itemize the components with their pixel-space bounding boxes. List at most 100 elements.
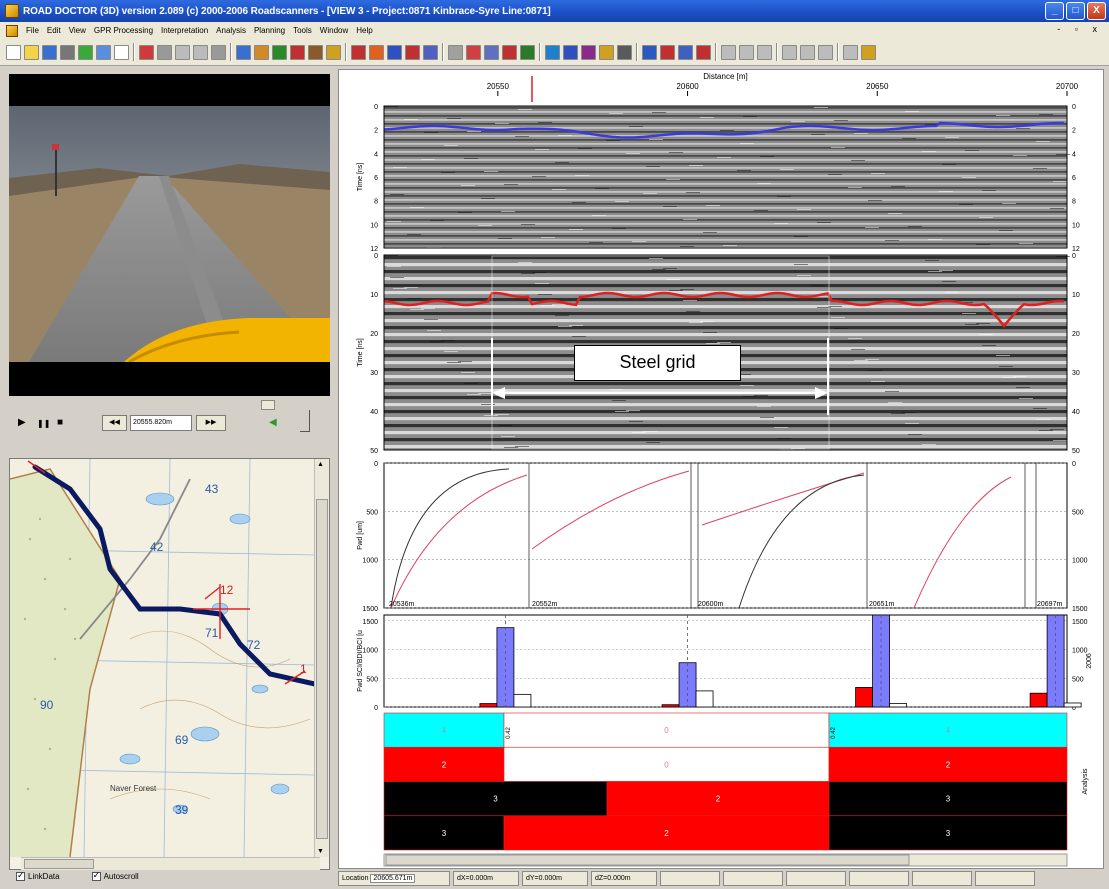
volume-icon[interactable]: ◀	[269, 417, 277, 428]
gpr2-tick-left-3: 30	[370, 370, 378, 377]
menu-edit[interactable]: Edit	[46, 26, 61, 35]
toolbar-button-32[interactable]	[599, 44, 614, 60]
distance-tick-label-3: 20700	[1056, 82, 1079, 91]
menu-window[interactable]: Window	[319, 26, 349, 35]
video-position-field[interactable]: 20555.820m	[130, 415, 192, 431]
menu-tools[interactable]: Tools	[293, 26, 312, 35]
toolbar-button-28[interactable]	[520, 44, 535, 60]
gpr-data-view[interactable]: Distance [m] 20550 20600 20650 20700 0 0 2 2 4 4 6 6…	[339, 70, 1104, 869]
document-icon[interactable]	[6, 24, 18, 37]
toolbar-button-8[interactable]	[139, 44, 154, 60]
toolbar-button-17[interactable]	[308, 44, 323, 60]
toolbar-button-29[interactable]	[545, 44, 560, 60]
linkdata-checkbox[interactable]: LinkData	[16, 870, 60, 882]
menu-file[interactable]: File	[26, 26, 39, 35]
data-scroll-thumb[interactable]	[385, 854, 910, 866]
toolbar-button-38[interactable]	[721, 44, 736, 60]
toolbar-button-2[interactable]	[24, 44, 39, 60]
fwd-label-20651: 20651m	[869, 601, 894, 608]
toolbar-button-42[interactable]	[800, 44, 815, 60]
title-bar[interactable]: ROAD DOCTOR (3D) version 2.089 (c) 2000-…	[0, 0, 1109, 22]
toolbar-button-20[interactable]	[369, 44, 384, 60]
toolbar-button-5[interactable]	[78, 44, 93, 60]
analysis-cell-1-0[interactable]	[383, 746, 505, 782]
toolbar-button-26[interactable]	[484, 44, 499, 60]
toolbar-button-31[interactable]	[581, 44, 596, 60]
distance-tick-label-2: 20650	[866, 82, 889, 91]
menu-interpretation[interactable]: Interpretation	[161, 26, 209, 35]
toolbar-button-6[interactable]	[96, 44, 111, 60]
toolbar-button-22[interactable]	[405, 44, 420, 60]
toolbar-button-33[interactable]	[617, 44, 632, 60]
toolbar-button-13[interactable]	[236, 44, 251, 60]
maximize-button[interactable]: □	[1066, 2, 1085, 20]
menu-help[interactable]: Help	[356, 26, 373, 35]
analysis-cell-1-2[interactable]	[828, 746, 1068, 782]
video-slider-thumb[interactable]	[261, 400, 275, 410]
analysis-cell-1-1[interactable]	[503, 746, 830, 782]
road-video-frame	[9, 106, 330, 362]
toolbar-button-4[interactable]	[60, 44, 75, 60]
toolbar-button-11[interactable]	[193, 44, 208, 60]
bar-tick-right-2: 1000	[1072, 648, 1088, 655]
close-button[interactable]: X	[1087, 2, 1106, 20]
step-forward-button[interactable]: ▶▶	[196, 415, 226, 431]
toolbar-button-9[interactable]	[157, 44, 172, 60]
map-horizontal-scrollbar[interactable]	[21, 857, 320, 870]
toolbar-button-40[interactable]	[757, 44, 772, 60]
toolbar-button-25[interactable]	[466, 44, 481, 60]
toolbar-button-21[interactable]	[387, 44, 402, 60]
toolbar-button-36[interactable]	[678, 44, 693, 60]
analysis-cell-0-0[interactable]	[383, 712, 505, 748]
toolbar-button-1[interactable]	[6, 44, 21, 60]
map-label-72: 72	[247, 638, 261, 652]
toolbar-button-10[interactable]	[175, 44, 190, 60]
menu-gpr-processing[interactable]: GPR Processing	[93, 26, 154, 35]
toolbar-button-37[interactable]	[696, 44, 711, 60]
toolbar-button-34[interactable]	[642, 44, 657, 60]
toolbar-button-15[interactable]	[272, 44, 287, 60]
toolbar-button-3[interactable]	[42, 44, 57, 60]
analysis-cell-3-2[interactable]	[828, 815, 1068, 851]
toolbar-button-30[interactable]	[563, 44, 578, 60]
bar-1-2	[695, 690, 714, 708]
analysis-cell-3-0[interactable]	[383, 815, 505, 851]
toolbar-button-41[interactable]	[782, 44, 797, 60]
play-button[interactable]: ▶	[18, 417, 26, 428]
toolbar-button-35[interactable]	[660, 44, 675, 60]
toolbar-button-12[interactable]	[211, 44, 226, 60]
toolbar-button-23[interactable]	[423, 44, 438, 60]
pause-button[interactable]: ❚❚	[37, 419, 51, 428]
toolbar-button-44[interactable]	[843, 44, 858, 60]
gpr1-tick-right-1: 2	[1072, 128, 1076, 135]
analysis-cell-0-1[interactable]	[503, 712, 830, 748]
toolbar-button-18[interactable]	[326, 44, 341, 60]
menu-planning[interactable]: Planning	[253, 26, 286, 35]
toolbar-button-19[interactable]	[351, 44, 366, 60]
menu-view[interactable]: View	[68, 26, 86, 35]
analysis-cell-0-2[interactable]	[828, 712, 1068, 748]
step-back-button[interactable]: ◀◀	[102, 415, 127, 431]
stop-button[interactable]: ■	[57, 417, 64, 428]
menu-analysis[interactable]: Analysis	[216, 26, 246, 35]
map-view[interactable]: 12 1 43 42 71 72 69 39 90 Naver Forest	[10, 459, 318, 858]
toolbar-button-14[interactable]	[254, 44, 269, 60]
autoscroll-checkbox[interactable]: Autoscroll	[91, 870, 139, 882]
toolbar-button-24[interactable]	[448, 44, 463, 60]
mdi-window-controls[interactable]: - ▫ x	[1057, 24, 1103, 34]
minimize-button[interactable]: _	[1045, 2, 1064, 20]
toolbar-button-16[interactable]	[290, 44, 305, 60]
volume-slider[interactable]	[300, 410, 310, 432]
toolbar-button-27[interactable]	[502, 44, 517, 60]
map-label-12: 12	[220, 583, 234, 597]
toolbar-button-45[interactable]	[861, 44, 876, 60]
map-label-69: 69	[175, 733, 189, 747]
analysis-cell-2-2[interactable]	[828, 781, 1068, 817]
analysis-cell-3-1[interactable]	[503, 815, 830, 851]
toolbar-button-7[interactable]	[114, 44, 129, 60]
map-vertical-scrollbar[interactable]: ▲ ▼	[314, 459, 329, 857]
toolbar-button-43[interactable]	[818, 44, 833, 60]
fwd-curve-2	[531, 470, 690, 550]
toolbar-button-39[interactable]	[739, 44, 754, 60]
fwd-label-20552: 20552m	[532, 601, 557, 608]
